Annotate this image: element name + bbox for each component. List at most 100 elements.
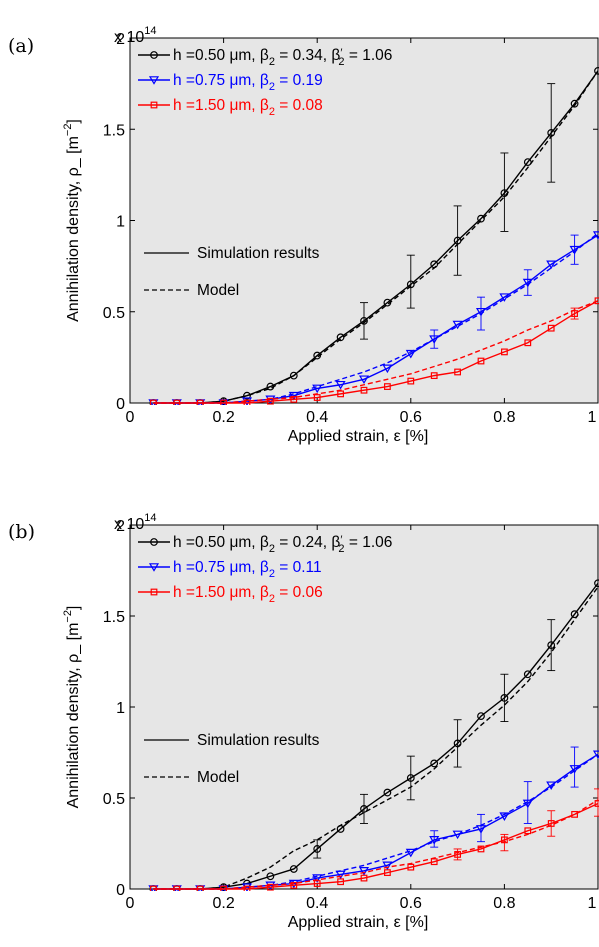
y-axis-label-main: Annihilation density, ρ_ [m bbox=[65, 623, 82, 809]
y-tick-label: 1 bbox=[116, 214, 125, 231]
data-point bbox=[407, 377, 415, 385]
data-point bbox=[336, 333, 345, 342]
data-point bbox=[150, 885, 157, 891]
series-3 bbox=[150, 297, 599, 405]
data-point bbox=[288, 391, 299, 401]
chart-panel-1: (a) x 1014 0 0.2 0.4 0.6 0.8 1 0 0.5 1 1.5 2 Applied … bbox=[8, 25, 599, 445]
data-point bbox=[150, 399, 157, 405]
legend-subscript: 2 bbox=[269, 543, 275, 555]
plot-area bbox=[130, 38, 598, 403]
legend-subscript: 2 bbox=[269, 568, 275, 580]
x-tick-label: 0.4 bbox=[306, 409, 328, 426]
data-point bbox=[360, 805, 368, 813]
chart-panel-2: (b) x 1014 0 0.2 0.4 0.6 0.8 1 0 0.5 1 1.5 2 Applied … bbox=[8, 512, 599, 931]
legend-text: m, β bbox=[238, 534, 269, 551]
data-point bbox=[383, 788, 392, 797]
data-point bbox=[546, 260, 557, 270]
data-point bbox=[358, 866, 370, 876]
data-point bbox=[289, 865, 298, 873]
legend-text: μ bbox=[229, 534, 238, 551]
style-legend-label: Simulation results bbox=[197, 732, 320, 749]
data-point bbox=[430, 759, 439, 768]
legend-subscript: 2 bbox=[269, 593, 275, 605]
data-point bbox=[220, 399, 228, 405]
legend-prime: ′ bbox=[340, 534, 342, 546]
data-point bbox=[267, 397, 274, 405]
legend-text: μ bbox=[229, 584, 238, 601]
y-tick-label: 1 bbox=[116, 700, 125, 717]
data-point bbox=[312, 384, 323, 394]
legend-entry-label: h =0.50 μm, β2 = 0.24, β′ 2 = 1.06 bbox=[173, 534, 392, 555]
data-point bbox=[429, 836, 440, 845]
legend-subscript: 2 bbox=[269, 56, 275, 68]
data-point bbox=[501, 836, 508, 844]
data-point bbox=[382, 364, 393, 374]
x-tick-label: 0.2 bbox=[212, 895, 234, 912]
data-point bbox=[453, 236, 462, 245]
data-point bbox=[148, 76, 160, 85]
y-axis-label-main: Annihilation density, ρ_ [m bbox=[65, 136, 82, 322]
data-point bbox=[499, 812, 510, 821]
legend-text: m, β bbox=[238, 72, 269, 89]
legend-subscript: 2 bbox=[338, 543, 344, 555]
data-point bbox=[524, 827, 532, 835]
x-tick-label: 0.6 bbox=[400, 409, 422, 426]
legend-subscript: 2 bbox=[269, 81, 275, 93]
data-point bbox=[547, 128, 556, 137]
legend: h =0.50 μm, β2 = 0.24, β′ 2 = 1.06h =0.75… bbox=[138, 534, 392, 786]
data-point bbox=[452, 320, 463, 330]
data-point bbox=[594, 800, 599, 807]
y-axis-label-sup: −2 bbox=[62, 124, 74, 137]
data-point bbox=[477, 357, 485, 365]
legend-text: m, β bbox=[238, 559, 269, 576]
simulation-line bbox=[153, 300, 599, 404]
y-tick-label: 1.5 bbox=[103, 122, 125, 139]
data-point bbox=[475, 825, 487, 834]
data-point bbox=[570, 610, 579, 619]
legend-text: = 0.34, β bbox=[275, 47, 340, 64]
data-point bbox=[571, 310, 578, 317]
data-point bbox=[266, 382, 275, 391]
style-legend-label: Model bbox=[197, 769, 239, 786]
data-point bbox=[173, 399, 181, 405]
data-point bbox=[405, 349, 416, 359]
exponent-base: x 10 bbox=[114, 516, 144, 533]
data-point bbox=[384, 869, 391, 877]
data-point bbox=[547, 641, 556, 650]
data-point bbox=[500, 694, 509, 702]
legend-subscript: 2 bbox=[269, 106, 275, 118]
data-point bbox=[592, 750, 599, 760]
y-axis-label: Annihilation density, ρ_ [m−2] bbox=[62, 606, 82, 809]
y-tick-label: 1.5 bbox=[103, 609, 125, 626]
x-axis-label: Applied strain, ε [%] bbox=[288, 428, 429, 445]
data-point bbox=[547, 324, 555, 332]
data-point bbox=[569, 765, 580, 774]
data-point bbox=[594, 579, 599, 588]
x-tick-label: 1 bbox=[588, 895, 597, 912]
x-tick-label: 0 bbox=[126, 409, 135, 426]
data-point bbox=[384, 383, 391, 390]
exponent-base: x 10 bbox=[114, 29, 144, 46]
legend-text: = 0.11 bbox=[275, 559, 322, 576]
y-tick-label: 2 bbox=[116, 31, 125, 48]
data-point bbox=[429, 335, 440, 344]
data-point bbox=[360, 316, 368, 325]
x-tick-label: 1 bbox=[588, 409, 597, 426]
data-point bbox=[289, 371, 298, 380]
legend-text: h =0.50 bbox=[173, 534, 229, 551]
legend-text: μ bbox=[229, 72, 238, 89]
legend-text: h =1.50 bbox=[173, 584, 229, 601]
legend-text: = 0.08 bbox=[275, 97, 323, 114]
data-point bbox=[360, 386, 368, 394]
legend-text: h =1.50 bbox=[173, 97, 229, 114]
legend-subscript: 2 bbox=[338, 56, 344, 68]
data-point bbox=[500, 189, 509, 198]
data-point bbox=[196, 885, 204, 891]
legend-text: h =0.50 bbox=[173, 47, 229, 64]
data-point bbox=[454, 368, 461, 376]
data-point bbox=[547, 820, 555, 827]
data-point bbox=[150, 538, 158, 546]
data-point bbox=[522, 799, 533, 809]
data-point bbox=[477, 214, 485, 223]
